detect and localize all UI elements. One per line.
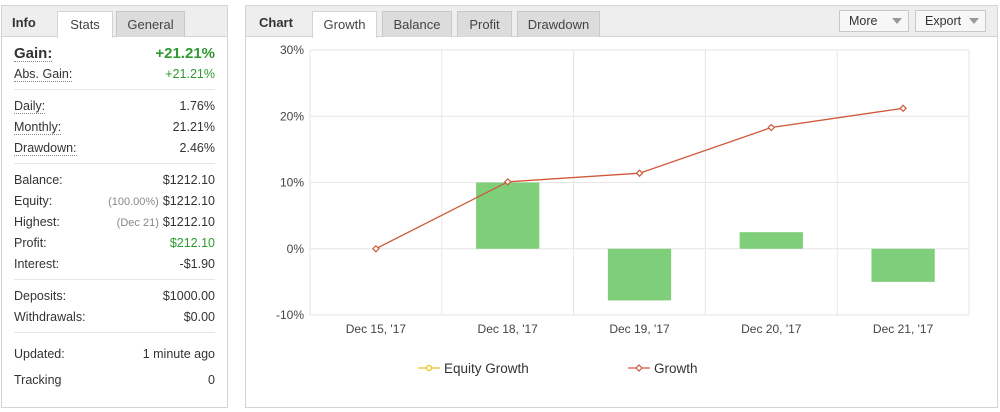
growth-point	[372, 244, 380, 253]
export-button[interactable]: Export	[915, 10, 986, 32]
more-button[interactable]: More	[839, 10, 909, 32]
info-tabbar: Info Stats General	[2, 6, 227, 38]
abs-gain-label: Abs. Gain:	[14, 67, 73, 82]
updated-value: 1 minute ago	[142, 347, 215, 361]
growth-chart: -10% 0% 10% 20% 30% Dec 15, '17 Dec 18, '17 Dec…	[276, 43, 970, 376]
profit-row: Profit: $212.10	[14, 233, 215, 254]
chart-panel: Chart Growth Balance Profit Drawdown Mor…	[245, 5, 998, 408]
y-tick-label: 10%	[280, 176, 304, 190]
updated-row: Updated: 1 minute ago	[14, 341, 215, 367]
export-chevron-down-icon	[969, 18, 979, 24]
deposits-label: Deposits:	[14, 289, 67, 303]
tab-drawdown[interactable]: Drawdown	[517, 11, 600, 37]
balance-value: $1212.10	[162, 173, 215, 187]
meta-section: Updated: 1 minute ago Tracking 0	[14, 333, 215, 397]
balance-row: Balance: $1212.10	[14, 170, 215, 191]
withdrawals-row: Withdrawals: $0.00	[14, 307, 215, 328]
highest-label: Highest:	[14, 215, 60, 229]
growth-point	[635, 169, 644, 178]
tracking-label: Tracking	[14, 373, 62, 387]
chart-tabbar: Chart Growth Balance Profit Drawdown Mor…	[246, 6, 997, 38]
legend-label: Equity Growth	[444, 361, 529, 376]
daily-label: Daily:	[14, 99, 46, 114]
tab-general[interactable]: General	[116, 11, 185, 37]
x-tick-label: Dec 19, '17	[609, 322, 670, 336]
interest-label: Interest:	[14, 257, 60, 271]
deposits-row: Deposits: $1000.00	[14, 286, 215, 307]
growth-point	[899, 104, 907, 113]
y-tick-label: 0%	[287, 242, 305, 256]
x-tick-label: Dec 15, '17	[346, 322, 407, 336]
interest-value: -$1.90	[179, 257, 215, 271]
equity-value: $1212.10	[162, 194, 215, 208]
gain-value: +21.21%	[155, 45, 215, 62]
interest-row: Interest: -$1.90	[14, 254, 215, 275]
tab-profit[interactable]: Profit	[457, 11, 512, 37]
profit-label: Profit:	[14, 236, 47, 250]
export-label: Export	[925, 14, 962, 28]
x-tick-label: Dec 18, '17	[478, 322, 539, 336]
monthly-row: Monthly: 21.21%	[14, 117, 215, 138]
daily-value: 1.76%	[179, 99, 215, 113]
y-tick-label: 20%	[280, 109, 304, 123]
tab-growth[interactable]: Growth	[312, 11, 377, 38]
highest-value-group: (Dec 21) $1212.10	[117, 212, 215, 234]
tracking-value: 0	[208, 373, 215, 387]
equity-growth-bar	[607, 248, 672, 301]
daily-row: Daily: 1.76%	[14, 96, 215, 117]
legend-marker	[635, 364, 643, 372]
stats-list: Gain: +21.21% Abs. Gain: +21.21% Daily: …	[2, 37, 227, 397]
equity-row: Equity: (100.00%) $1212.10	[14, 191, 215, 212]
y-tick-label: 30%	[280, 43, 304, 57]
balance-label: Balance:	[14, 173, 63, 187]
more-label: More	[849, 14, 878, 28]
tab-balance[interactable]: Balance	[382, 11, 452, 37]
monthly-label: Monthly:	[14, 120, 62, 135]
gain-section: Gain: +21.21% Abs. Gain: +21.21%	[14, 37, 215, 90]
more-chevron-down-icon	[892, 18, 902, 24]
equity-note: (100.00%)	[108, 196, 159, 208]
gain-row: Gain: +21.21%	[14, 43, 215, 64]
tab-stats[interactable]: Stats	[57, 11, 113, 38]
tracking-row: Tracking 0	[14, 367, 215, 393]
x-tick-label: Dec 21, '17	[873, 322, 934, 336]
equity-label: Equity:	[14, 194, 53, 208]
drawdown-label: Drawdown:	[14, 141, 77, 156]
info-title: Info	[12, 15, 36, 30]
drawdown-value: 2.46%	[179, 141, 215, 155]
gain-label: Gain:	[14, 45, 53, 62]
legend-marker	[425, 364, 433, 372]
deposits-value: $1000.00	[162, 289, 215, 303]
equity-growth-bar	[739, 232, 803, 249]
highest-row: Highest: (Dec 21) $1212.10	[14, 212, 215, 233]
cashflow-section: Deposits: $1000.00 Withdrawals: $0.00	[14, 280, 215, 333]
updated-label: Updated:	[14, 347, 65, 361]
withdrawals-label: Withdrawals:	[14, 310, 86, 324]
withdrawals-value: $0.00	[183, 310, 215, 324]
equity-value-group: (100.00%) $1212.10	[108, 191, 215, 213]
chart-title: Chart	[259, 15, 293, 30]
growth-point	[767, 123, 776, 132]
abs-gain-value: +21.21%	[165, 67, 215, 81]
profit-value: $212.10	[169, 236, 215, 250]
equity-growth-bar	[871, 248, 935, 282]
equity-growth-bar	[476, 182, 540, 249]
y-tick-label: -10%	[276, 308, 304, 322]
highest-value: $1212.10	[162, 215, 215, 229]
x-tick-label: Dec 20, '17	[741, 322, 802, 336]
abs-gain-row: Abs. Gain: +21.21%	[14, 64, 215, 85]
growth-point	[503, 177, 512, 186]
account-section: Balance: $1212.10 Equity: (100.00%) $1212…	[14, 164, 215, 280]
info-panel: Info Stats General Gain: +21.21% Abs. Ga…	[1, 5, 228, 408]
legend-label: Growth	[654, 361, 698, 376]
monthly-value: 21.21%	[172, 120, 215, 134]
rates-section: Daily: 1.76% Monthly: 21.21% Drawdown: 2…	[14, 90, 215, 164]
highest-note: (Dec 21)	[116, 217, 159, 229]
drawdown-row: Drawdown: 2.46%	[14, 138, 215, 159]
